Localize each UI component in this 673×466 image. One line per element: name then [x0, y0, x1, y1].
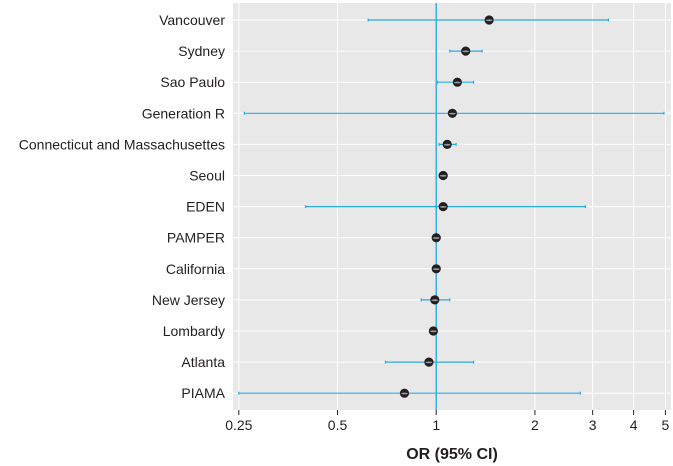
study-label-connecticut-and-massachusettes: Connecticut and Massachusettes — [19, 136, 225, 152]
point-highlight-sydney — [462, 50, 470, 53]
study-label-sao-paulo: Sao Paulo — [160, 74, 225, 90]
study-label-piama: PIAMA — [181, 385, 225, 401]
study-label-pamper: PAMPER — [167, 230, 225, 246]
study-label-eden: EDEN — [186, 199, 225, 215]
tick-label-0-25: 0.25 — [225, 417, 252, 433]
tick-label-5: 5 — [662, 417, 670, 433]
point-highlight-seoul — [439, 174, 447, 177]
point-highlight-eden — [439, 206, 447, 208]
study-label-seoul: Seoul — [189, 168, 225, 184]
point-highlight-generation-r — [448, 112, 456, 115]
study-label-california: California — [166, 261, 225, 277]
study-label-new-jersey: New Jersey — [152, 292, 225, 308]
tick-label-0-5: 0.5 — [328, 417, 348, 433]
study-labels: Vancouver Sydney Sao Paulo Generation R Conn… — [19, 12, 226, 401]
study-label-lombardy: Lombardy — [163, 323, 225, 339]
point-highlight-california — [432, 268, 440, 270]
point-highlight-atlanta — [425, 361, 433, 364]
x-axis-ticks: 0.25 0.5 1 2 3 4 5 — [225, 410, 670, 433]
point-highlight-connecticut-and-massachusettes — [443, 143, 451, 146]
study-label-atlanta: Atlanta — [181, 354, 225, 370]
point-highlight-pamper — [432, 237, 440, 239]
x-axis-title: OR (95% CI) — [406, 446, 498, 463]
study-label-sydney: Sydney — [178, 43, 225, 59]
point-estimates — [399, 15, 494, 398]
study-label-vancouver: Vancouver — [159, 12, 225, 28]
tick-label-1: 1 — [432, 417, 440, 433]
point-highlight-lombardy — [429, 330, 437, 333]
tick-label-2: 2 — [531, 417, 539, 433]
point-highlight-piama — [401, 392, 408, 395]
study-label-generation-r: Generation R — [142, 105, 225, 121]
point-highlight-vancouver — [485, 19, 493, 22]
tick-label-4: 4 — [630, 417, 638, 433]
point-highlight-new-jersey — [431, 299, 439, 302]
tick-label-3: 3 — [589, 417, 597, 433]
point-highlight-sao-paulo — [453, 81, 461, 84]
